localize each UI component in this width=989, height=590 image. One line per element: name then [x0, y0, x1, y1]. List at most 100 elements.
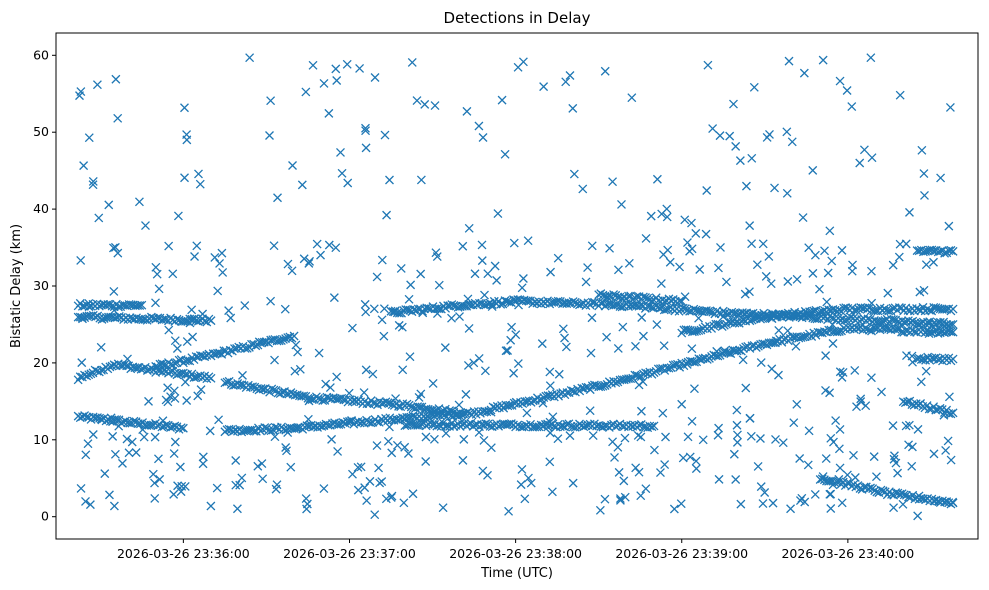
detection-point [392, 440, 402, 450]
detection-point [387, 448, 397, 458]
detection-point [421, 432, 431, 442]
detection-point [818, 55, 828, 65]
detection-point [109, 501, 119, 511]
detection-point [898, 499, 908, 509]
detection-point [921, 260, 931, 270]
detection-point [447, 313, 456, 323]
detection-point [735, 156, 745, 166]
detection-point [169, 449, 179, 458]
detection-point [859, 145, 869, 155]
detection-point [391, 394, 401, 404]
detection-point [826, 433, 836, 443]
detection-point [924, 329, 934, 339]
detection-point [924, 319, 934, 329]
y-axis: 0 10 20 30 40 50 60 [33, 47, 56, 524]
detection-point [492, 275, 502, 285]
track-6-point [505, 400, 515, 410]
detection-point [81, 496, 90, 506]
track-10-point [884, 306, 894, 316]
detection-point [914, 491, 924, 501]
detection-point [916, 377, 926, 387]
track-5-point [256, 384, 266, 393]
detection-point [770, 183, 779, 193]
detection-point [399, 498, 409, 508]
detection-point [568, 103, 578, 113]
detection-point [92, 80, 102, 90]
detection-point [281, 443, 291, 452]
detection-point [821, 385, 830, 395]
detection-point [480, 366, 490, 376]
detection-point [756, 482, 766, 492]
y-tick-label: 20 [33, 355, 49, 370]
detection-point [545, 417, 555, 427]
detection-point [849, 450, 858, 460]
detection-point [850, 365, 860, 375]
track-0-point [82, 412, 92, 422]
detection-point [232, 504, 242, 514]
track-14-point [948, 246, 958, 256]
detection-point [687, 244, 697, 254]
detection-point [432, 309, 442, 318]
detection-point [561, 77, 571, 87]
detection-point [774, 325, 784, 335]
track-10-point [730, 318, 740, 328]
detection-point [94, 213, 104, 223]
track-7-point [562, 419, 572, 429]
detection-point [585, 406, 595, 416]
detection-point [500, 149, 510, 159]
detection-point [75, 91, 84, 101]
track-5-point [269, 385, 279, 395]
detection-point [657, 209, 667, 219]
detection-point [321, 379, 331, 389]
detection-point [347, 416, 356, 425]
detection-point [683, 238, 692, 247]
detection-point [337, 168, 347, 178]
detection-point [470, 269, 480, 279]
detection-point [509, 238, 519, 248]
x-tick-label: 2026-03-26 23:37:00 [283, 546, 416, 561]
track-10-point [925, 305, 934, 315]
detection-point [588, 431, 598, 441]
detection-point [867, 298, 877, 308]
detection-point [695, 265, 705, 274]
y-tick-label: 50 [33, 124, 49, 139]
detection-point [634, 467, 644, 477]
track-10-point [948, 304, 958, 314]
detection-point [691, 456, 701, 466]
detection-point [944, 221, 954, 231]
detection-point [835, 463, 845, 473]
detection-point [464, 324, 474, 333]
detection-point [76, 255, 86, 265]
detection-point [523, 236, 533, 246]
detection-point [336, 147, 345, 157]
track-4-point [181, 356, 190, 366]
detection-point [122, 434, 132, 444]
detection-point [372, 441, 382, 450]
detection-point [901, 239, 911, 249]
detection-point [930, 496, 940, 506]
detection-point [114, 421, 124, 431]
detection-point [270, 432, 280, 442]
detection-point [703, 60, 713, 70]
x-axis: 2026-03-26 23:36:00 2026-03-26 23:37:00 20… [117, 539, 914, 561]
detection-point [877, 387, 886, 397]
detection-point [746, 431, 756, 441]
detection-point [913, 424, 923, 434]
detection-point [861, 401, 871, 411]
detection-point [662, 212, 672, 222]
detection-point [756, 358, 766, 368]
detection-point [638, 331, 648, 341]
detection-point [569, 169, 579, 179]
detection-point [511, 397, 521, 407]
track-11-point [822, 476, 831, 486]
detection-point [620, 433, 630, 443]
detection-point [517, 283, 527, 293]
detection-point [631, 463, 641, 473]
track-5-point [248, 382, 258, 392]
detection-point [758, 499, 768, 509]
detection-point [752, 260, 762, 270]
detection-point [161, 395, 171, 405]
detection-point [652, 174, 662, 184]
detection-point [185, 318, 195, 328]
detection-point [305, 256, 315, 266]
